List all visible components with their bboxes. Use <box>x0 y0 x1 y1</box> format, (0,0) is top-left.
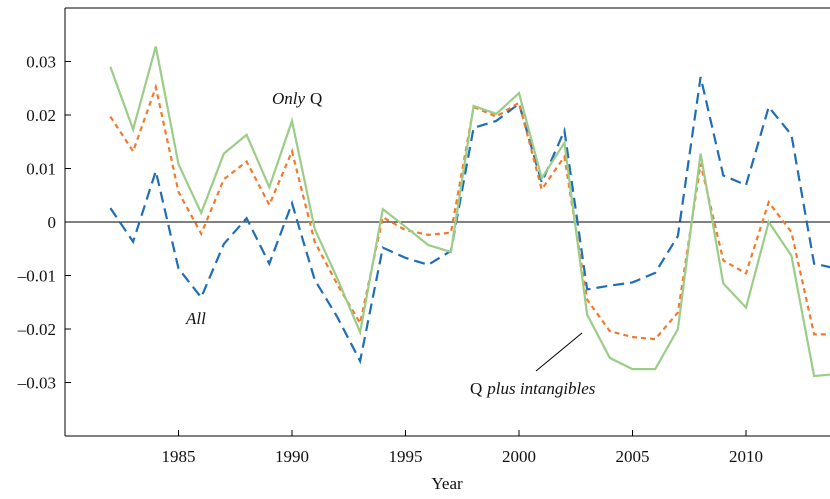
x-tick-label: 1985 <box>162 447 196 466</box>
y-tick-label: 0.01 <box>26 160 56 179</box>
y-tick-label: –0.01 <box>17 267 56 286</box>
annotation: Only Q <box>272 89 322 108</box>
y-tick-label: –0.03 <box>17 374 56 393</box>
y-tick-label: 0.02 <box>26 106 56 125</box>
y-tick-label: 0 <box>48 213 57 232</box>
y-tick-label: 0.03 <box>26 53 56 72</box>
x-tick-label: 2000 <box>502 447 536 466</box>
x-tick-label: 2005 <box>616 447 650 466</box>
annotation-part: All <box>185 309 206 328</box>
series-line <box>109 46 830 378</box>
x-tick-label: 2010 <box>729 447 763 466</box>
x-axis-label: Year <box>431 474 463 493</box>
series-line <box>109 76 830 365</box>
annotation-part: Q <box>470 379 482 398</box>
annotation: All <box>185 309 206 328</box>
x-tick-label: 1990 <box>275 447 309 466</box>
annotation-part: Q <box>310 89 322 108</box>
plot-area <box>109 46 830 378</box>
x-tick-label: 1995 <box>389 447 423 466</box>
annotation-part: plus intangibles <box>486 379 596 398</box>
annotation-part: Only <box>272 89 306 108</box>
y-tick-label: –0.02 <box>17 320 56 339</box>
series-line <box>109 83 830 341</box>
annotation-leader <box>535 332 583 372</box>
